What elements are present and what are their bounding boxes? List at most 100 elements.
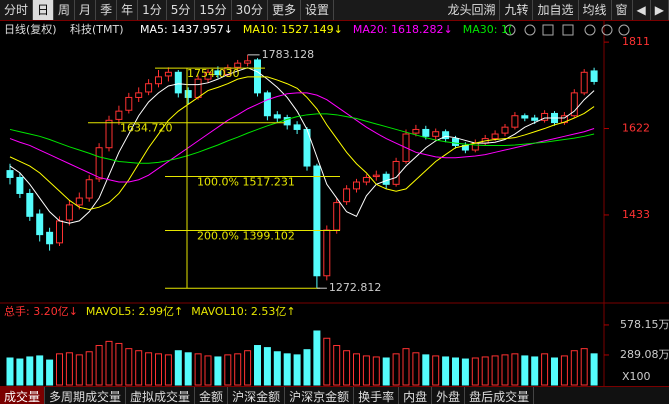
volume-bar	[105, 340, 113, 386]
indicator-tab[interactable]: 沪深京金额	[285, 387, 355, 404]
volume-bar	[501, 354, 509, 386]
volume-bar	[432, 355, 440, 386]
ma-legend: MA30: 1(	[463, 23, 513, 36]
toolbar-icons	[504, 24, 630, 36]
volume-legend: 总手: 3.20亿↓	[4, 304, 78, 318]
indicator-tab[interactable]: 金额	[195, 387, 229, 404]
indicator-tab[interactable]: 盘后成交量	[465, 387, 535, 404]
volume-bar	[263, 347, 271, 386]
volume-bar	[303, 349, 311, 386]
tool-button[interactable]: 九转	[500, 0, 534, 20]
candle-body	[412, 128, 420, 134]
volume-legend: MAVOL5: 2.99亿↑	[86, 305, 183, 318]
y-tick-label: 1622	[622, 122, 650, 135]
volume-bar	[313, 330, 321, 386]
instrument-name: 科技(TMT)	[70, 22, 124, 36]
period-button[interactable]: 季	[96, 0, 118, 20]
volume-bar	[16, 358, 24, 386]
volume-bar	[560, 355, 568, 386]
period-button[interactable]: 更多	[268, 0, 301, 20]
volume-bar	[570, 350, 578, 386]
candle-body	[541, 112, 549, 121]
volume-bar	[511, 353, 519, 386]
volume-bar	[422, 354, 430, 386]
period-button[interactable]: 周	[54, 0, 76, 20]
candle-body	[46, 231, 54, 245]
candle-body	[26, 192, 34, 217]
candle-body	[6, 170, 14, 178]
ma-legend: MA20: 1618.282↓	[353, 23, 453, 36]
indicator-tab[interactable]: 虚拟成交量	[126, 387, 196, 404]
volume-tick-label: 578.15万	[620, 318, 669, 331]
volume-bar	[491, 355, 499, 386]
tool-button[interactable]: ◀	[633, 0, 651, 20]
volume-bar	[362, 355, 370, 386]
indicator-tab[interactable]: 外盘	[432, 387, 466, 404]
period-button[interactable]: 日	[33, 0, 55, 20]
tool-button[interactable]: 均线	[579, 0, 612, 20]
candle-body	[184, 90, 192, 98]
candle-body	[343, 188, 351, 203]
volume-bar	[6, 357, 14, 386]
volume-bar	[234, 353, 242, 386]
ma-legend: MA10: 1527.149↓	[243, 23, 343, 36]
period-button[interactable]: 分时	[0, 0, 34, 20]
volume-bar	[283, 353, 291, 386]
period-button[interactable]: 5分	[167, 0, 196, 20]
volume-tick-label: 289.08万	[620, 348, 669, 361]
indicator-tab[interactable]: 沪深金额	[228, 387, 286, 404]
volume-bar	[452, 357, 459, 386]
volume-bar	[323, 337, 331, 386]
y-tick-label: 1811	[622, 35, 650, 48]
volume-bar	[26, 356, 34, 386]
candle-body	[16, 176, 24, 194]
indicator-tab[interactable]: 成交量	[0, 387, 46, 404]
volume-bar	[461, 358, 469, 386]
volume-bar	[214, 356, 222, 386]
period-button[interactable]: 年	[117, 0, 139, 20]
indicator-tab[interactable]: 换手率	[354, 387, 400, 404]
candle-body	[194, 78, 202, 98]
candle-body	[323, 229, 331, 277]
tool-button[interactable]: 窗	[612, 0, 633, 20]
tool-button[interactable]: 龙头回溯	[443, 0, 501, 20]
period-button[interactable]: 月	[75, 0, 97, 20]
level-label: 100.0% 1517.231	[197, 175, 295, 188]
period-label: 日线(复权)	[4, 22, 57, 36]
period-button[interactable]: 1分	[138, 0, 167, 20]
period-button[interactable]: 30分	[232, 0, 268, 20]
toolbar-left: 分时日周月季年 1分 5分 15分 30分 更多 设置	[0, 0, 334, 20]
volume-bar	[333, 345, 341, 386]
volume-unit: X100	[622, 370, 651, 383]
tool-button[interactable]: ▶	[651, 0, 669, 20]
candle-body	[234, 62, 242, 68]
volume-bar	[254, 345, 261, 386]
period-button[interactable]: 15分	[195, 0, 232, 20]
candle-body	[353, 181, 360, 190]
volume-bar	[442, 356, 450, 386]
candle-body	[174, 71, 182, 94]
bottom-tabs: 成交量 多周期成交量 虚拟成交量 金额 沪深金额 沪深京金额 换手率 内盘 外盘 盘后成交量	[0, 386, 669, 404]
candle-body	[75, 197, 83, 206]
volume-bar	[343, 350, 351, 386]
period-button[interactable]: 设置	[301, 0, 334, 20]
candle-body	[511, 115, 519, 128]
candle-body	[263, 92, 271, 117]
candle-body	[115, 110, 123, 120]
volume-bar	[580, 348, 588, 386]
candle-body	[105, 119, 113, 149]
volume-bar	[244, 350, 252, 386]
volume-bar	[590, 353, 598, 386]
candle-body	[531, 117, 539, 121]
indicator-tab[interactable]: 内盘	[399, 387, 433, 404]
volume-bar	[402, 348, 410, 386]
volume-bar	[551, 357, 558, 386]
candle-body	[145, 83, 153, 93]
y-tick-label: 1433	[622, 208, 650, 221]
volume-bar	[481, 356, 489, 386]
candle-body	[313, 165, 321, 277]
tool-button[interactable]: 加自选	[533, 0, 579, 20]
indicator-tab[interactable]: 多周期成交量	[45, 387, 127, 404]
level-label: 1754.030	[187, 67, 240, 80]
volume-bar	[471, 357, 479, 386]
